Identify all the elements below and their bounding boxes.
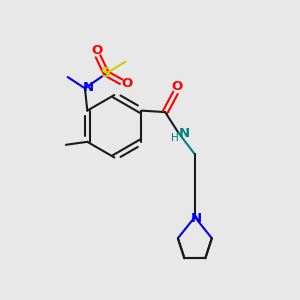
Text: O: O [172,80,183,93]
Text: O: O [92,44,103,57]
Text: S: S [101,67,111,80]
Text: N: N [191,212,202,225]
Text: H: H [171,133,179,143]
Text: N: N [83,81,94,94]
Text: O: O [122,77,133,90]
Text: N: N [179,127,190,140]
